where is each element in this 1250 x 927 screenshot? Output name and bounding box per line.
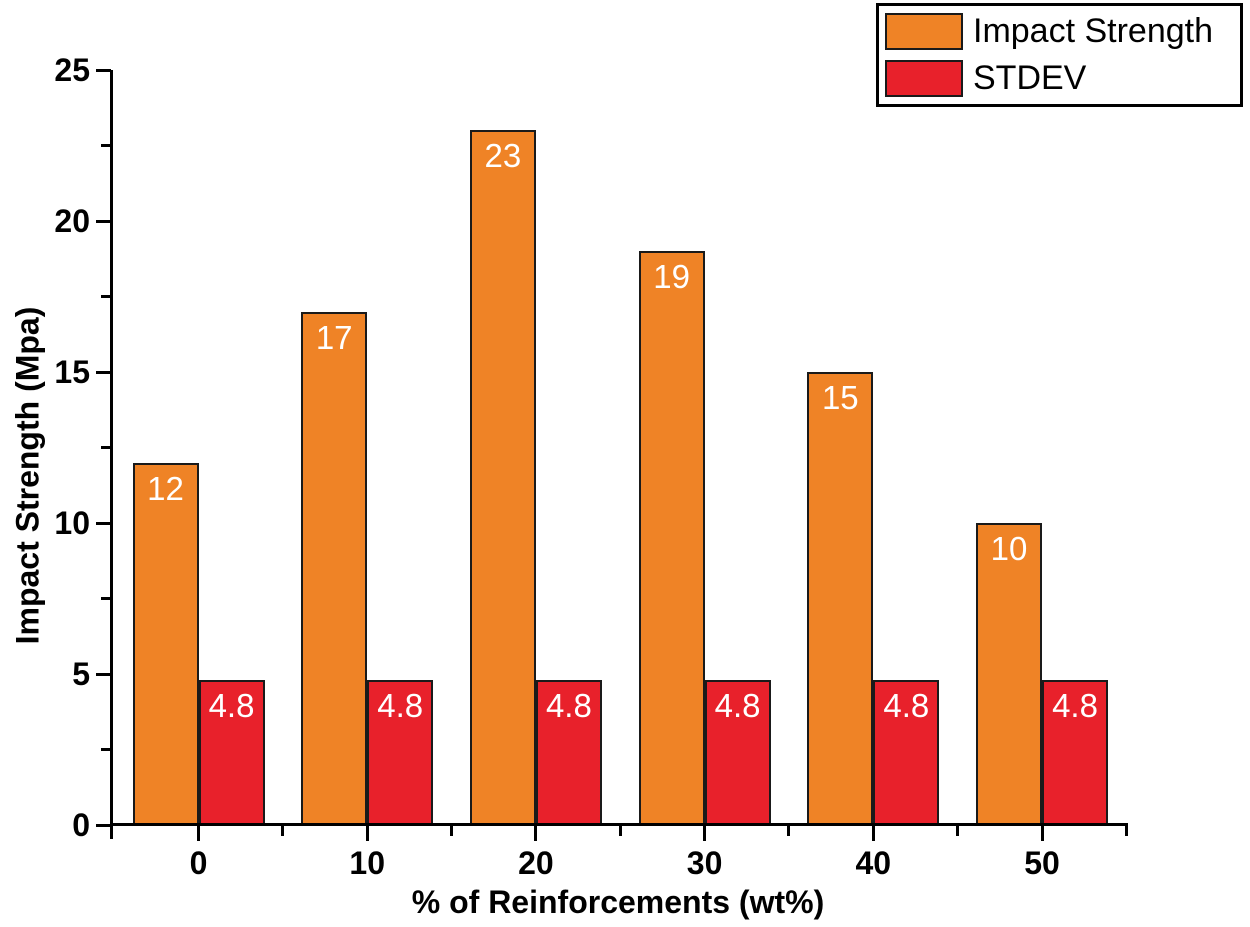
- bar-value-label: 17: [315, 318, 353, 356]
- legend-swatch-stdev: [885, 59, 963, 97]
- bar-value-label: 4.8: [714, 687, 761, 725]
- y-tick-label: 25: [54, 52, 90, 88]
- bar-stdev-30: [704, 680, 771, 825]
- y-major-tick: [96, 672, 111, 676]
- bar-stdev-40: [873, 680, 940, 825]
- bar-impact-strength-50: [976, 523, 1042, 825]
- bar-value-label: 19: [653, 258, 690, 296]
- legend-item-stdev: STDEV: [885, 58, 1234, 98]
- x-tick-label: 30: [686, 845, 723, 881]
- x-tick-label: 0: [189, 845, 208, 881]
- y-tick-label: 0: [72, 807, 90, 843]
- y-major-tick: [96, 370, 111, 374]
- y-axis-line: [110, 70, 113, 839]
- y-major-tick: [96, 521, 111, 525]
- x-major-tick: [703, 826, 707, 841]
- x-major-tick: [871, 826, 875, 841]
- x-major-tick: [1040, 826, 1044, 841]
- x-minor-tick: [618, 826, 622, 836]
- bar-value-label: 15: [821, 379, 859, 416]
- legend-swatch-impact-strength: [885, 12, 963, 50]
- y-major-tick: [96, 68, 111, 72]
- legend: Impact Strength STDEV: [876, 3, 1243, 107]
- x-tick-label: 50: [1024, 845, 1060, 881]
- x-major-tick: [534, 826, 538, 841]
- bar-stdev-20: [535, 680, 602, 825]
- bar-value-label: 23: [484, 137, 522, 175]
- y-tick-label: 20: [54, 203, 90, 239]
- x-tick-label: 10: [349, 845, 385, 881]
- bar-impact-strength-20: [469, 130, 536, 825]
- y-minor-tick: [101, 295, 111, 298]
- y-major-tick: [96, 219, 111, 223]
- bar-impact-strength-40: [807, 372, 874, 825]
- legend-item-impact-strength: Impact Strength: [885, 11, 1234, 51]
- bar-impact-strength-10: [301, 311, 368, 825]
- y-tick-label: 15: [54, 354, 90, 390]
- x-minor-tick: [281, 826, 285, 836]
- x-major-tick: [197, 826, 200, 841]
- bar-value-label: 4.8: [1052, 687, 1098, 725]
- y-minor-tick: [101, 446, 111, 449]
- x-major-tick: [365, 826, 369, 841]
- bar-value-label: 12: [147, 469, 184, 507]
- x-tick-label: 40: [855, 845, 892, 881]
- y-minor-tick: [101, 597, 111, 600]
- bar-stdev-50: [1042, 680, 1108, 825]
- x-tick-label: 20: [518, 845, 554, 881]
- x-axis-title: % of Reinforcements (wt%): [411, 884, 825, 920]
- bar-value-label: 4.8: [545, 687, 592, 725]
- y-minor-tick: [101, 748, 111, 751]
- legend-label-stdev: STDEV: [973, 59, 1087, 97]
- bar-value-label: 4.8: [377, 687, 424, 725]
- y-tick-label: 5: [72, 656, 90, 692]
- y-minor-tick: [101, 144, 111, 147]
- y-major-tick: [96, 823, 111, 827]
- bar-impact-strength-0: [132, 462, 199, 825]
- bar-value-label: 4.8: [883, 687, 930, 725]
- bar-value-label: 4.8: [208, 687, 255, 725]
- x-minor-tick: [450, 826, 454, 836]
- x-minor-tick: [956, 826, 960, 836]
- y-axis-title: Impact Strength (Mpa): [9, 306, 46, 645]
- y-tick-label: 10: [54, 505, 90, 541]
- legend-label-impact-strength: Impact Strength: [973, 12, 1214, 50]
- x-minor-tick: [787, 826, 791, 836]
- bar-stdev-10: [367, 680, 434, 825]
- bar-value-label: 10: [990, 530, 1028, 567]
- x-axis-line: [110, 823, 1128, 826]
- bar-impact-strength-30: [638, 251, 705, 825]
- x-minor-tick: [1124, 826, 1128, 836]
